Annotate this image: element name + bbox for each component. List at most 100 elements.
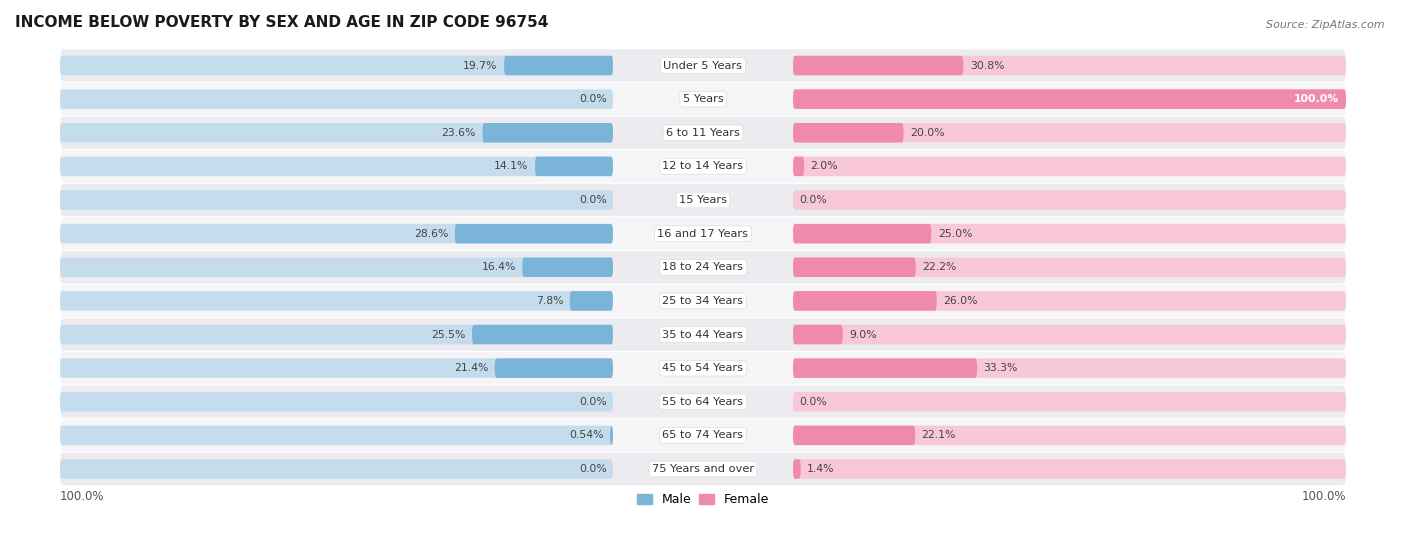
Text: 100.0%: 100.0% (1295, 94, 1340, 104)
FancyBboxPatch shape (60, 325, 613, 344)
FancyBboxPatch shape (60, 291, 613, 311)
Text: 65 to 74 Years: 65 to 74 Years (662, 430, 744, 440)
Text: 75 Years and over: 75 Years and over (652, 464, 754, 474)
FancyBboxPatch shape (793, 123, 904, 143)
Text: 25 to 34 Years: 25 to 34 Years (662, 296, 744, 306)
Text: 18 to 24 Years: 18 to 24 Years (662, 262, 744, 272)
FancyBboxPatch shape (793, 224, 931, 243)
FancyBboxPatch shape (503, 56, 613, 75)
FancyBboxPatch shape (793, 89, 1346, 109)
FancyBboxPatch shape (60, 419, 1346, 452)
FancyBboxPatch shape (793, 291, 1346, 311)
FancyBboxPatch shape (454, 224, 613, 243)
Text: 9.0%: 9.0% (849, 329, 877, 339)
Text: 35 to 44 Years: 35 to 44 Years (662, 329, 744, 339)
Text: 22.2%: 22.2% (922, 262, 956, 272)
Text: 1.4%: 1.4% (807, 464, 835, 474)
Text: 20.0%: 20.0% (910, 128, 945, 138)
Text: 45 to 54 Years: 45 to 54 Years (662, 363, 744, 373)
Text: 16.4%: 16.4% (481, 262, 516, 272)
FancyBboxPatch shape (793, 325, 1346, 344)
FancyBboxPatch shape (472, 325, 613, 344)
FancyBboxPatch shape (569, 291, 613, 311)
FancyBboxPatch shape (793, 56, 963, 75)
Text: 0.54%: 0.54% (569, 430, 603, 440)
FancyBboxPatch shape (793, 459, 801, 479)
Text: 6 to 11 Years: 6 to 11 Years (666, 128, 740, 138)
FancyBboxPatch shape (60, 184, 1346, 216)
FancyBboxPatch shape (60, 352, 1346, 384)
FancyBboxPatch shape (60, 83, 1346, 115)
Text: 25.0%: 25.0% (938, 229, 972, 239)
Text: 14.1%: 14.1% (494, 162, 529, 172)
Text: 16 and 17 Years: 16 and 17 Years (658, 229, 748, 239)
FancyBboxPatch shape (793, 258, 1346, 277)
FancyBboxPatch shape (60, 117, 1346, 149)
Text: 100.0%: 100.0% (1302, 490, 1346, 503)
FancyBboxPatch shape (793, 425, 915, 445)
FancyBboxPatch shape (60, 150, 1346, 183)
Text: 30.8%: 30.8% (970, 60, 1004, 70)
FancyBboxPatch shape (793, 56, 1346, 75)
FancyBboxPatch shape (793, 459, 1346, 479)
FancyBboxPatch shape (793, 358, 1346, 378)
FancyBboxPatch shape (793, 392, 1346, 411)
Text: Source: ZipAtlas.com: Source: ZipAtlas.com (1267, 20, 1385, 30)
FancyBboxPatch shape (60, 319, 1346, 350)
Text: 25.5%: 25.5% (432, 329, 465, 339)
FancyBboxPatch shape (522, 258, 613, 277)
FancyBboxPatch shape (793, 291, 936, 311)
Text: 33.3%: 33.3% (984, 363, 1018, 373)
FancyBboxPatch shape (60, 425, 613, 445)
FancyBboxPatch shape (60, 190, 613, 210)
Text: 2.0%: 2.0% (810, 162, 838, 172)
Text: 12 to 14 Years: 12 to 14 Years (662, 162, 744, 172)
FancyBboxPatch shape (793, 123, 1346, 143)
Text: 100.0%: 100.0% (60, 490, 104, 503)
FancyBboxPatch shape (793, 358, 977, 378)
Text: INCOME BELOW POVERTY BY SEX AND AGE IN ZIP CODE 96754: INCOME BELOW POVERTY BY SEX AND AGE IN Z… (15, 15, 548, 30)
FancyBboxPatch shape (60, 386, 1346, 418)
FancyBboxPatch shape (60, 258, 613, 277)
FancyBboxPatch shape (793, 89, 1346, 109)
FancyBboxPatch shape (793, 224, 1346, 243)
Text: Under 5 Years: Under 5 Years (664, 60, 742, 70)
FancyBboxPatch shape (60, 285, 1346, 317)
FancyBboxPatch shape (60, 49, 1346, 82)
Text: 0.0%: 0.0% (800, 195, 827, 205)
Text: 0.0%: 0.0% (800, 397, 827, 407)
Text: 19.7%: 19.7% (463, 60, 498, 70)
Text: 5 Years: 5 Years (683, 94, 723, 104)
FancyBboxPatch shape (610, 425, 613, 445)
FancyBboxPatch shape (60, 224, 613, 243)
FancyBboxPatch shape (482, 123, 613, 143)
Text: 55 to 64 Years: 55 to 64 Years (662, 397, 744, 407)
Legend: Male, Female: Male, Female (631, 489, 775, 511)
FancyBboxPatch shape (60, 89, 613, 109)
FancyBboxPatch shape (60, 123, 613, 143)
Text: 0.0%: 0.0% (579, 195, 606, 205)
Text: 0.0%: 0.0% (579, 397, 606, 407)
FancyBboxPatch shape (60, 56, 613, 75)
FancyBboxPatch shape (60, 392, 613, 411)
FancyBboxPatch shape (793, 258, 915, 277)
FancyBboxPatch shape (60, 358, 613, 378)
Text: 0.0%: 0.0% (579, 94, 606, 104)
Text: 28.6%: 28.6% (413, 229, 449, 239)
FancyBboxPatch shape (60, 453, 1346, 485)
Text: 15 Years: 15 Years (679, 195, 727, 205)
Text: 22.1%: 22.1% (922, 430, 956, 440)
FancyBboxPatch shape (495, 358, 613, 378)
Text: 23.6%: 23.6% (441, 128, 477, 138)
FancyBboxPatch shape (60, 217, 1346, 250)
Text: 21.4%: 21.4% (454, 363, 488, 373)
Text: 0.0%: 0.0% (579, 464, 606, 474)
FancyBboxPatch shape (60, 251, 1346, 283)
FancyBboxPatch shape (536, 157, 613, 176)
FancyBboxPatch shape (60, 157, 613, 176)
FancyBboxPatch shape (60, 459, 613, 479)
Text: 7.8%: 7.8% (536, 296, 564, 306)
FancyBboxPatch shape (793, 157, 804, 176)
FancyBboxPatch shape (793, 325, 842, 344)
FancyBboxPatch shape (793, 157, 1346, 176)
